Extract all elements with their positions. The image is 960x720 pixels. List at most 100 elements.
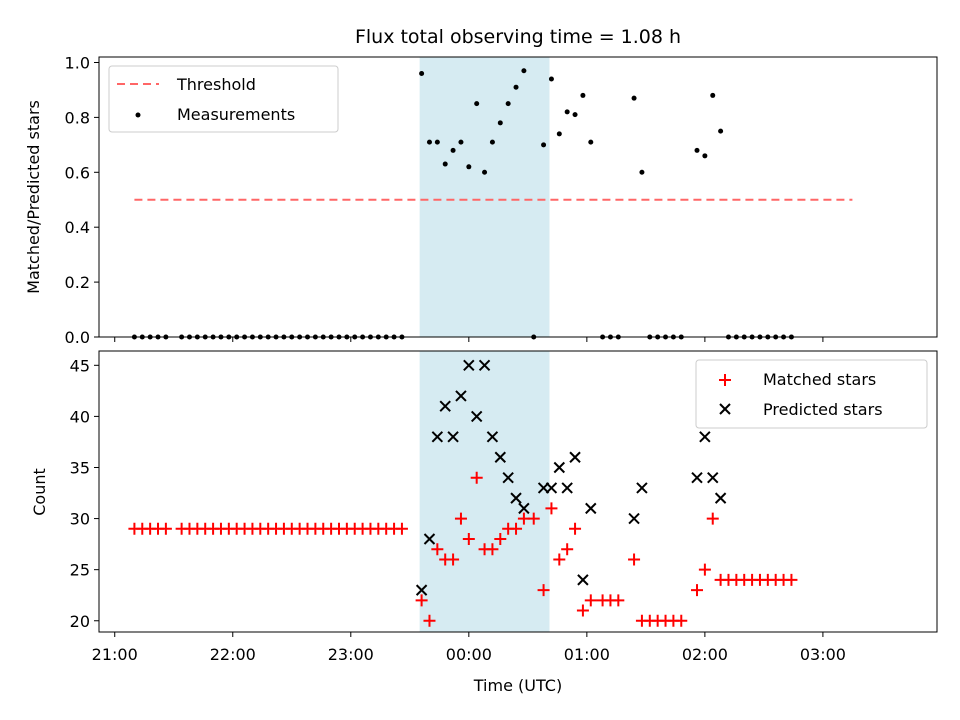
measurement-point xyxy=(521,68,527,74)
predicted-star-point xyxy=(439,400,451,412)
measurement-point xyxy=(466,164,472,170)
measurement-point xyxy=(497,120,503,126)
top-legend-box xyxy=(108,65,339,133)
x-tick-label: 23:00 xyxy=(328,645,374,664)
top-shaded-interval xyxy=(419,57,550,337)
matched-star-point xyxy=(675,614,688,627)
matched-star-point xyxy=(486,543,499,556)
predicted-star-point xyxy=(707,471,719,484)
bottom-plot-frame xyxy=(98,350,938,633)
threshold-legend-label: Threshold xyxy=(176,75,256,94)
top-x-axis xyxy=(114,337,824,342)
bottom-y-tick-label: 20 xyxy=(70,612,90,631)
bottom-y-axis: 20 25 30 35 40 45 xyxy=(70,356,99,631)
x-axis-title: Time (UTC) xyxy=(473,676,562,695)
predicted-star-point xyxy=(561,482,573,494)
predicted-legend-marker xyxy=(719,403,731,415)
matched-star-point xyxy=(462,533,475,546)
x-tick-label: 22:00 xyxy=(210,645,256,664)
matched-star-point xyxy=(537,584,550,597)
measurement-point xyxy=(572,112,578,118)
x-tick-label: 21:00 xyxy=(92,645,138,664)
chart-title: Flux total observing time = 1.08 h xyxy=(355,26,681,48)
predicted-star-point xyxy=(447,431,459,443)
top-panel: 0.0 0.2 0.4 0.6 0.8 1.0 Matched/Predicted sta… xyxy=(24,53,938,347)
bottom-y-axis-title: Count xyxy=(30,468,49,516)
matched-star-point xyxy=(569,522,582,535)
matched-star-point xyxy=(561,543,574,556)
predicted-star-point xyxy=(518,502,530,515)
matched-star-point xyxy=(510,522,523,535)
matched-star-point xyxy=(415,594,428,607)
matched-star-point xyxy=(454,512,467,525)
measurements-legend-marker xyxy=(135,112,141,118)
bottom-shaded-interval xyxy=(419,351,550,632)
top-y-axis-title: Matched/Predicted stars xyxy=(24,100,43,294)
measurement-point xyxy=(580,92,586,98)
x-tick-label: 01:00 xyxy=(564,645,610,664)
predicted-star-point xyxy=(510,492,522,504)
measurement-point xyxy=(419,70,425,76)
predicted-star-point xyxy=(545,482,558,494)
top-plot-frame xyxy=(98,56,938,338)
matched-star-point xyxy=(395,522,408,535)
bottom-legend: Matched stars Predicted stars xyxy=(695,359,928,429)
bottom-y-tick-label: 40 xyxy=(70,407,90,426)
bottom-y-tick-label: 35 xyxy=(70,458,90,477)
bottom-y-tick-label: 25 xyxy=(70,561,90,580)
measurement-point xyxy=(631,95,637,101)
bottom-legend-box xyxy=(695,359,928,429)
measurement-point xyxy=(505,101,511,107)
predicted-star-point xyxy=(455,390,467,402)
top-y-tick-label: 0.0 xyxy=(65,328,90,347)
predicted-star-point xyxy=(463,359,475,372)
predicted-star-point xyxy=(486,431,499,443)
matched-star-point xyxy=(159,522,172,535)
predicted-star-point xyxy=(478,359,491,372)
predicted-star-point xyxy=(415,584,428,596)
top-y-tick-label: 0.4 xyxy=(65,218,90,237)
matched-star-point xyxy=(423,614,436,627)
measurement-point xyxy=(588,139,594,145)
measurement-point xyxy=(450,147,456,153)
bottom-x-axis: 21:00 22:00 23:00 00:00 01:00 02:00 03:00 xyxy=(92,632,846,664)
x-tick-label: 02:00 xyxy=(682,645,728,664)
top-legend: Threshold Measurements xyxy=(108,65,339,133)
matched-star-point xyxy=(785,573,798,586)
predicted-star-point xyxy=(494,451,507,463)
predicted-star-point xyxy=(502,471,514,484)
bottom-y-tick-label: 45 xyxy=(70,356,90,375)
predicted-stars-points xyxy=(415,359,727,596)
predicted-star-point xyxy=(569,451,581,463)
matched-star-point xyxy=(628,553,641,566)
measurement-point xyxy=(718,128,724,134)
measurement-point xyxy=(639,169,645,175)
predicted-star-point xyxy=(553,461,566,474)
matched-star-point xyxy=(431,543,444,556)
predicted-star-point xyxy=(699,431,711,443)
predicted-star-point xyxy=(628,512,640,525)
measurement-point xyxy=(482,169,488,175)
predicted-star-point xyxy=(585,502,597,515)
measurement-point xyxy=(442,161,448,167)
matched-star-point xyxy=(545,502,558,515)
top-y-tick-label: 0.6 xyxy=(65,163,90,182)
top-y-tick-label: 0.2 xyxy=(65,273,90,292)
measurement-point xyxy=(489,139,495,145)
matched-star-point xyxy=(691,584,704,597)
measurement-point xyxy=(710,92,716,98)
measurement-point xyxy=(564,109,570,115)
matched-star-point xyxy=(470,471,483,484)
measurement-point xyxy=(694,147,700,153)
measurement-point xyxy=(541,142,547,148)
predicted-star-point xyxy=(636,482,648,494)
predicted-star-point xyxy=(423,533,436,545)
measurement-point xyxy=(513,84,519,90)
matched-star-point xyxy=(698,563,711,576)
matched-star-point xyxy=(447,553,460,566)
top-y-axis: 0.0 0.2 0.4 0.6 0.8 1.0 xyxy=(65,53,99,347)
measurement-point xyxy=(556,131,562,137)
top-y-tick-label: 1.0 xyxy=(65,53,90,72)
matched-star-point xyxy=(553,553,566,566)
